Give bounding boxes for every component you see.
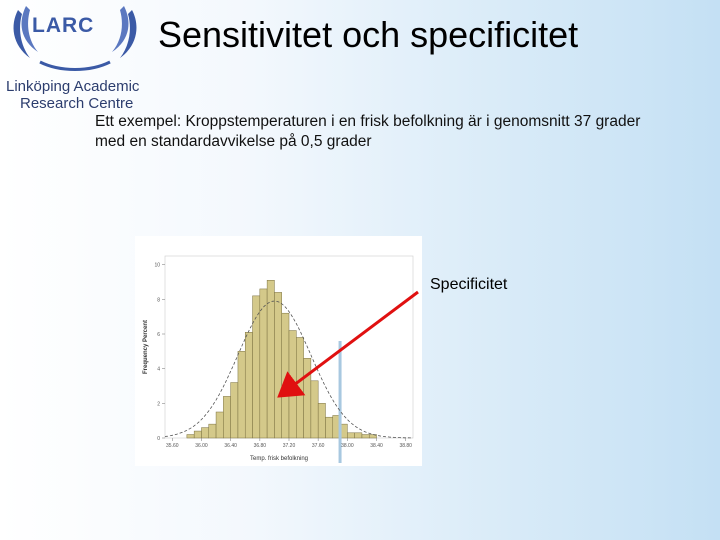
x-tick-label: 38.80 [399,443,412,449]
logo-line-1: Linköping Academic [6,78,140,95]
histogram-bar [281,312,290,439]
x-tick-label: 36.00 [195,443,208,449]
histogram-bar [354,432,363,439]
histogram-bar [288,330,297,439]
histogram-bar [259,288,268,439]
histogram-bar [303,358,312,439]
x-tick-label: 37.20 [283,443,296,449]
histogram-bar [237,351,246,439]
histogram-bar [317,403,326,439]
histogram-bar [215,411,224,439]
threshold-line [338,341,342,463]
y-tick-label: 2 [157,401,160,407]
y-tick-label: 4 [157,367,160,373]
histogram-chart: 0 2 4 6 8 10 35.60 36.00 36.40 36.80 37.20 37.60 38.… [135,236,422,466]
y-axis-label: Frequency Percent [143,320,149,374]
histogram-bar [361,434,370,439]
histogram-bar [244,332,253,439]
histogram-bar [325,416,334,439]
histogram-bar [296,337,304,439]
x-tick-label: 38.00 [341,443,354,449]
x-axis-label: Temp. frisk befolkning [250,456,308,462]
y-tick-label: 0 [157,436,160,442]
y-tick-label: 10 [154,263,160,269]
histogram-bar [193,430,202,439]
histogram-svg: 0 2 4 6 8 10 35.60 36.00 36.40 36.80 37.20 37.60 38.… [143,255,414,463]
logo-mark-text: LARC [32,14,95,37]
histogram-bar [223,396,231,439]
larc-logo: LARC Linköping Academic Research Centre [0,0,150,115]
x-tick-label: 38.40 [370,443,383,449]
specificity-label: Specificitet [430,276,508,293]
logo-line-2: Research Centre [20,95,134,112]
x-tick-label: 36.40 [224,443,237,449]
histogram-bar [201,427,210,439]
histogram-bar [274,292,282,439]
histogram-bar [347,432,355,439]
y-tick-label: 8 [157,297,160,303]
histogram-bar [310,380,319,439]
histogram-bar [230,382,239,439]
y-tick-label: 6 [157,332,160,338]
histogram-bar [208,423,217,439]
slide-title: Sensitivitet och specificitet [158,14,579,55]
x-tick-label: 36.80 [254,443,267,449]
logo-wings-icon [13,6,137,71]
x-tick-label: 37.60 [312,443,325,449]
x-tick-label: 35.60 [166,443,179,449]
intro-text: Ett exempel: Kroppstemperaturen i en fri… [95,113,641,150]
histogram-bar [186,434,195,439]
histogram-bar [368,434,377,439]
histogram-bar [266,280,275,439]
